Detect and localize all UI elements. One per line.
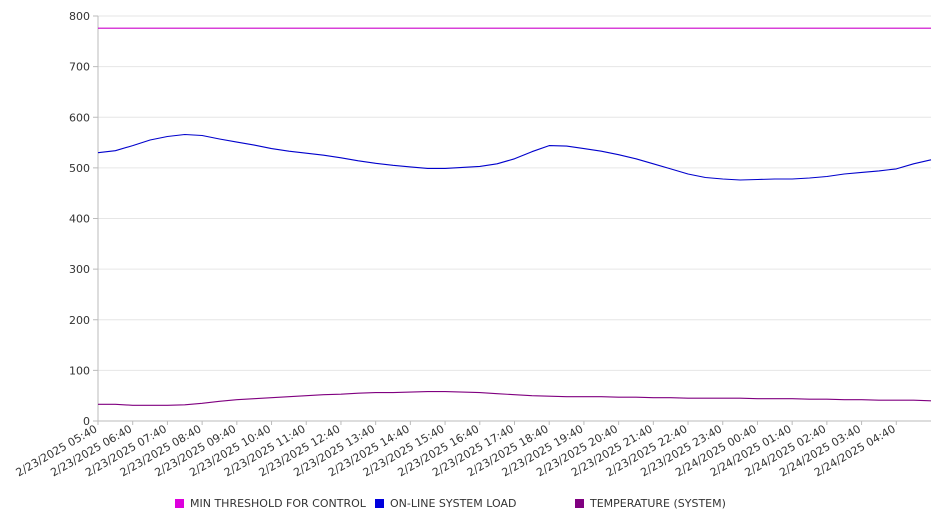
series-line-2	[98, 391, 932, 406]
y-tick-label-500: 500	[69, 162, 90, 175]
series-lines	[97, 27, 932, 406]
y-axis-ticks: 0 100 200 300 400 500 600 700 800	[69, 10, 98, 428]
y-tick-label-600: 600	[69, 111, 90, 124]
y-tick-label-400: 400	[69, 213, 90, 226]
y-tick-label-300: 300	[69, 263, 90, 276]
legend-item-temperature[interactable]: TEMPERATURE (SYSTEM)	[575, 497, 726, 510]
y-tick-label-700: 700	[69, 61, 90, 74]
legend-swatch-min-threshold	[175, 499, 184, 508]
x-axis-ticks: 2/23/2025 05:402/23/2025 06:402/23/2025 …	[14, 421, 898, 479]
gridlines	[98, 15, 931, 371]
legend-item-min-threshold[interactable]: MIN THRESHOLD FOR CONTROL	[175, 497, 366, 510]
legend-label-temperature: TEMPERATURE (SYSTEM)	[590, 497, 726, 510]
y-tick-label-100: 100	[69, 364, 90, 377]
legend: MIN THRESHOLD FOR CONTROL ON-LINE SYSTEM…	[0, 497, 946, 515]
legend-label-min-threshold: MIN THRESHOLD FOR CONTROL	[190, 497, 366, 510]
y-tick-label-800: 800	[69, 10, 90, 23]
series-line-1	[97, 133, 932, 181]
y-tick-label-0: 0	[83, 415, 90, 428]
legend-item-system-load[interactable]: ON-LINE SYSTEM LOAD	[375, 497, 516, 510]
legend-swatch-temperature	[575, 499, 584, 508]
legend-swatch-system-load	[375, 499, 384, 508]
legend-label-system-load: ON-LINE SYSTEM LOAD	[390, 497, 517, 510]
y-tick-label-200: 200	[69, 314, 90, 327]
